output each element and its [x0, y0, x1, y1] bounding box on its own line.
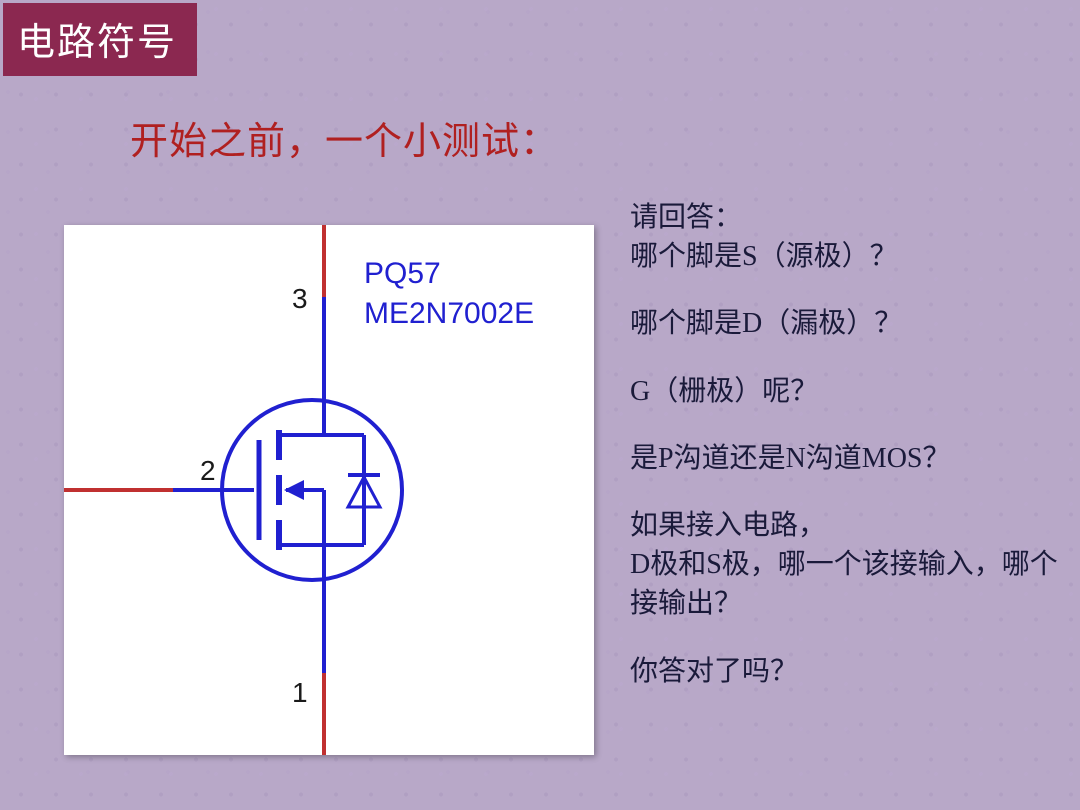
question-5a: 如果接入电路， — [630, 506, 1060, 545]
pin-3-label: 3 — [292, 283, 308, 315]
question-intro: 请回答： — [630, 198, 1060, 237]
question-4: 是P沟道还是N沟道MOS？ — [630, 439, 1060, 478]
question-1: 哪个脚是S（源极）？ — [630, 237, 1060, 276]
question-2: 哪个脚是D（漏极）？ — [630, 304, 1060, 343]
page-title: 电路符号 — [17, 22, 177, 64]
pin-2-label: 2 — [200, 455, 216, 487]
question-6: 你答对了吗？ — [630, 652, 1060, 691]
circuit-diagram: 3 2 1 PQ57 ME2N7002E — [64, 225, 594, 755]
subtitle: 开始之前，一个小测试： — [130, 110, 559, 165]
question-3: G（栅极）呢？ — [630, 372, 1060, 411]
pin-1-label: 1 — [292, 677, 308, 709]
question-list: 请回答： 哪个脚是S（源极）？ 哪个脚是D（漏极）？ G（栅极）呢？ 是P沟道还… — [630, 198, 1060, 719]
component-partnumber: ME2N7002E — [364, 297, 534, 331]
component-designator: PQ57 — [364, 257, 441, 291]
question-5b: D极和S极，哪一个该接输入，哪个接输出？ — [630, 545, 1060, 623]
title-badge: 电路符号 — [3, 3, 197, 76]
